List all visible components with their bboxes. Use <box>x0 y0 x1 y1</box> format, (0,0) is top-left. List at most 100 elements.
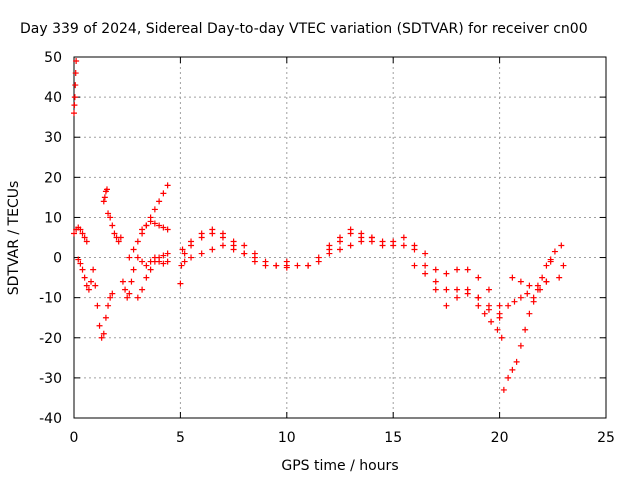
data-point <box>143 222 150 229</box>
data-point <box>241 242 248 249</box>
y-tick-label: 50 <box>44 50 62 66</box>
series-late-b <box>422 262 503 309</box>
data-point <box>188 254 195 261</box>
data-point <box>400 242 407 249</box>
data-point <box>139 286 146 293</box>
series-evening-a <box>283 230 429 269</box>
y-tick-labels: -40 -30 -20 -10 0 10 20 30 40 50 <box>39 50 62 427</box>
data-point <box>230 238 237 245</box>
data-point <box>443 270 450 277</box>
data-point <box>134 294 141 301</box>
series-evening-b <box>305 234 418 269</box>
data-point <box>347 242 354 249</box>
data-point <box>156 258 163 265</box>
data-point <box>105 302 112 309</box>
data-point <box>109 290 116 297</box>
data-point <box>524 290 531 297</box>
data-point <box>337 234 343 241</box>
y-tick-label: 40 <box>44 90 62 106</box>
data-point <box>509 366 516 373</box>
data-point <box>128 278 135 285</box>
data-point <box>83 238 90 245</box>
y-tick-label: 30 <box>44 130 62 146</box>
data-point <box>139 258 146 265</box>
data-point <box>547 258 554 265</box>
y-axis-label: SDTVAR / TECUs <box>6 181 22 296</box>
y-tick-label: -40 <box>39 411 62 427</box>
data-point <box>75 256 82 263</box>
y-tick-label: 20 <box>44 170 62 186</box>
data-point <box>251 250 258 257</box>
data-point <box>379 238 386 245</box>
data-point <box>139 226 146 233</box>
data-point <box>126 290 133 297</box>
series-day-c <box>188 226 258 257</box>
data-point <box>77 260 84 267</box>
data-point <box>422 270 429 277</box>
x-axis-label: GPS time / hours <box>281 458 398 474</box>
data-point <box>494 326 501 333</box>
x-tick-label: 15 <box>384 430 402 446</box>
data-point <box>556 274 563 281</box>
plot-frame <box>73 56 607 419</box>
data-point <box>147 218 154 225</box>
data-point <box>156 222 163 229</box>
data-point <box>151 206 158 213</box>
data-point <box>117 234 124 241</box>
data-point <box>305 262 312 269</box>
data-point <box>513 358 520 365</box>
data-point <box>160 260 167 267</box>
data-point <box>124 294 131 301</box>
data-point <box>83 282 90 289</box>
series-final-b <box>505 278 550 309</box>
y-tick-label: -30 <box>39 371 62 387</box>
data-marks <box>71 58 567 393</box>
data-point <box>143 262 150 269</box>
data-point <box>90 266 97 273</box>
data-point <box>505 374 512 381</box>
series-rise-a <box>100 186 110 205</box>
series-mid-d <box>139 218 171 233</box>
data-point <box>464 266 471 273</box>
data-point <box>411 246 418 253</box>
data-point <box>390 242 397 249</box>
data-point <box>481 310 488 317</box>
data-point <box>98 334 105 341</box>
data-point <box>72 70 79 77</box>
data-point <box>111 230 118 237</box>
data-point <box>432 286 439 293</box>
data-point <box>422 262 429 269</box>
data-point <box>326 250 333 257</box>
data-point <box>454 294 461 301</box>
x-tick-label: 0 <box>70 430 79 446</box>
data-point <box>443 302 450 309</box>
data-point <box>505 302 512 309</box>
data-point <box>273 262 280 269</box>
x-tick-label: 20 <box>491 430 509 446</box>
data-point <box>177 280 184 287</box>
data-point <box>530 294 537 301</box>
data-point <box>422 250 429 257</box>
data-point <box>464 290 471 297</box>
data-point <box>219 242 226 249</box>
data-point <box>103 186 110 193</box>
data-point <box>517 342 524 349</box>
data-point <box>488 318 495 325</box>
data-point <box>79 266 86 273</box>
data-point <box>500 386 507 393</box>
data-point <box>88 278 95 285</box>
data-point <box>105 210 112 217</box>
x-tick-label: 10 <box>278 430 296 446</box>
data-point <box>115 238 122 245</box>
data-point <box>79 230 86 237</box>
data-point <box>368 234 375 241</box>
grid <box>74 57 606 418</box>
series-day-b <box>181 242 290 271</box>
data-point <box>134 254 141 261</box>
data-point <box>498 334 505 341</box>
data-point <box>283 258 290 265</box>
series-early-high <box>71 224 90 245</box>
data-point <box>496 302 503 309</box>
y-tick-label: -10 <box>39 291 62 307</box>
data-point <box>326 242 333 249</box>
